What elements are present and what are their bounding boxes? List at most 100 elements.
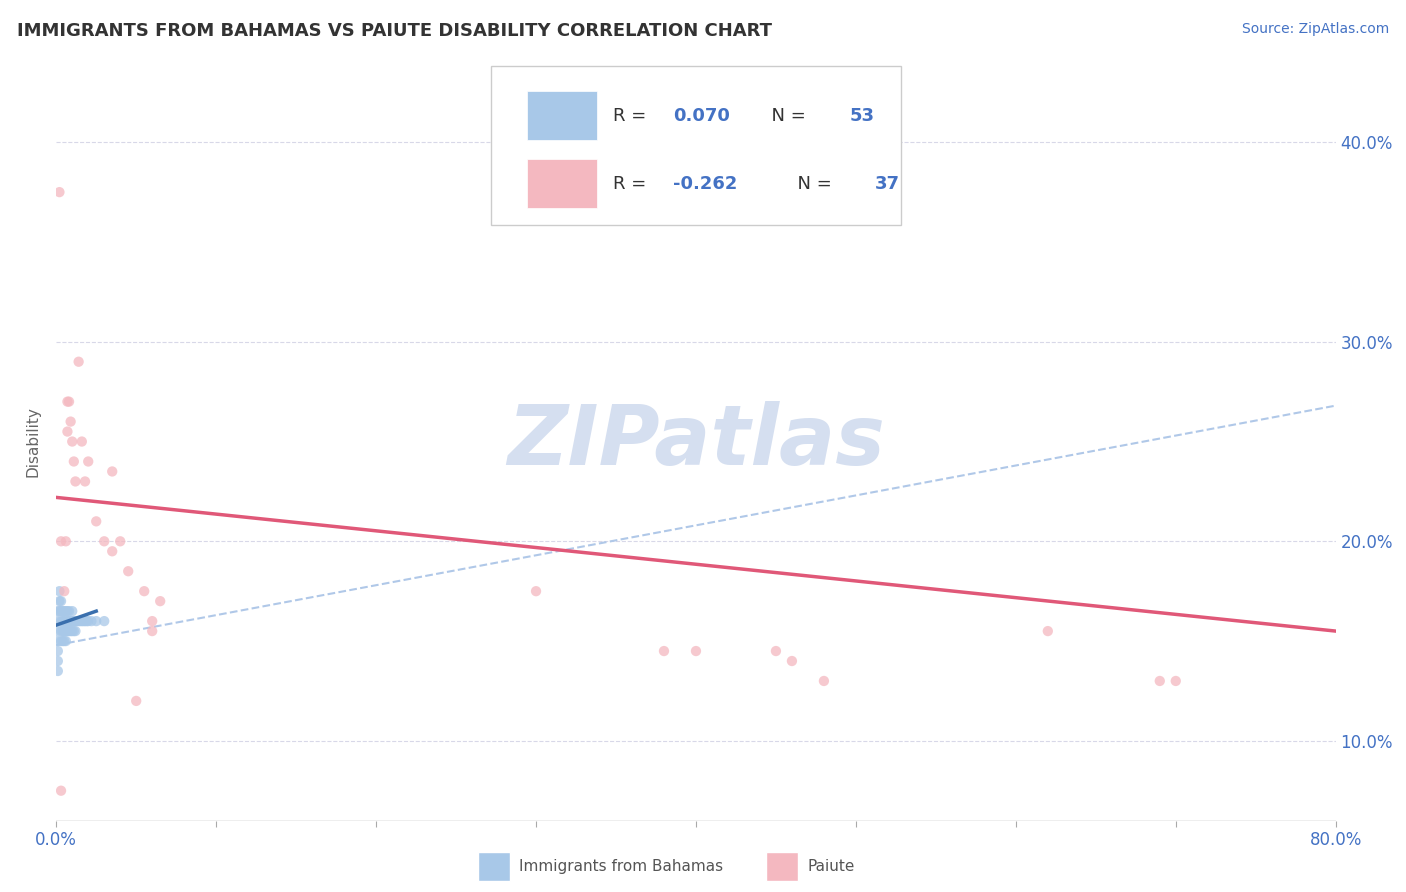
Point bbox=[49, 634, 72, 648]
Point bbox=[55, 604, 77, 618]
Point bbox=[46, 644, 69, 658]
Point bbox=[84, 514, 107, 528]
Point bbox=[55, 534, 77, 549]
Point bbox=[60, 604, 83, 618]
Point bbox=[80, 614, 103, 628]
Point bbox=[55, 624, 77, 639]
Point bbox=[141, 624, 163, 639]
Point bbox=[63, 454, 86, 468]
Point bbox=[49, 604, 72, 618]
Point bbox=[72, 614, 94, 628]
Point bbox=[55, 614, 77, 628]
Point bbox=[48, 594, 70, 608]
Point bbox=[65, 624, 87, 639]
Point bbox=[70, 434, 93, 449]
Point bbox=[56, 394, 79, 409]
Point bbox=[93, 534, 115, 549]
Point bbox=[65, 614, 87, 628]
Point bbox=[60, 624, 83, 639]
Point bbox=[56, 614, 79, 628]
Point bbox=[73, 614, 96, 628]
Point bbox=[134, 584, 156, 599]
Point bbox=[46, 624, 69, 639]
Point bbox=[56, 624, 79, 639]
Point bbox=[52, 634, 75, 648]
Point bbox=[49, 594, 72, 608]
Point bbox=[53, 634, 76, 648]
Point bbox=[49, 614, 72, 628]
Point bbox=[76, 614, 98, 628]
Point bbox=[813, 673, 835, 688]
Point bbox=[70, 614, 93, 628]
Point bbox=[46, 654, 69, 668]
Text: Source: ZipAtlas.com: Source: ZipAtlas.com bbox=[1241, 22, 1389, 37]
Point bbox=[77, 614, 100, 628]
Point bbox=[765, 644, 787, 658]
Point bbox=[1036, 624, 1059, 639]
Point bbox=[73, 475, 96, 489]
Point bbox=[46, 634, 69, 648]
Point bbox=[55, 634, 77, 648]
Point bbox=[67, 614, 90, 628]
Point bbox=[101, 544, 124, 558]
Text: 53: 53 bbox=[849, 106, 875, 125]
Text: IMMIGRANTS FROM BAHAMAS VS PAIUTE DISABILITY CORRELATION CHART: IMMIGRANTS FROM BAHAMAS VS PAIUTE DISABI… bbox=[17, 22, 772, 40]
Point bbox=[58, 614, 80, 628]
Point bbox=[117, 564, 139, 578]
Point bbox=[49, 534, 72, 549]
Point bbox=[69, 614, 91, 628]
Point bbox=[63, 614, 86, 628]
Point bbox=[110, 534, 132, 549]
Y-axis label: Disability: Disability bbox=[25, 406, 41, 477]
Point bbox=[53, 584, 76, 599]
Text: 0.070: 0.070 bbox=[673, 106, 730, 125]
Point bbox=[77, 454, 100, 468]
Bar bbox=[766, 853, 799, 881]
Point bbox=[685, 644, 707, 658]
Point bbox=[101, 465, 124, 479]
Point bbox=[48, 185, 70, 199]
Point bbox=[52, 614, 75, 628]
Text: N =: N = bbox=[761, 106, 811, 125]
Point bbox=[46, 614, 69, 628]
Point bbox=[125, 694, 148, 708]
Point bbox=[58, 604, 80, 618]
FancyBboxPatch shape bbox=[491, 66, 901, 226]
Point bbox=[48, 584, 70, 599]
Point bbox=[52, 624, 75, 639]
Point bbox=[53, 614, 76, 628]
Point bbox=[49, 624, 72, 639]
Point bbox=[46, 664, 69, 678]
Point bbox=[66, 614, 89, 628]
Point bbox=[59, 624, 82, 639]
Point bbox=[53, 604, 76, 618]
Text: R =: R = bbox=[613, 106, 652, 125]
Point bbox=[652, 644, 675, 658]
Point bbox=[65, 475, 87, 489]
Bar bbox=[527, 91, 598, 140]
Point bbox=[56, 604, 79, 618]
Point bbox=[63, 624, 86, 639]
Point bbox=[1149, 673, 1171, 688]
Point bbox=[84, 614, 107, 628]
Point bbox=[52, 604, 75, 618]
Text: 37: 37 bbox=[875, 175, 900, 193]
Point bbox=[59, 614, 82, 628]
Text: N =: N = bbox=[786, 175, 837, 193]
Point bbox=[46, 604, 69, 618]
Text: ZIPatlas: ZIPatlas bbox=[508, 401, 884, 482]
Text: Paiute: Paiute bbox=[807, 859, 855, 873]
Point bbox=[58, 394, 80, 409]
Text: -0.262: -0.262 bbox=[673, 175, 737, 193]
Point bbox=[141, 614, 163, 628]
Point bbox=[60, 434, 83, 449]
Point bbox=[59, 415, 82, 429]
Point bbox=[524, 584, 547, 599]
Point bbox=[53, 624, 76, 639]
Bar bbox=[527, 159, 598, 209]
Point bbox=[149, 594, 172, 608]
Point bbox=[93, 614, 115, 628]
Point bbox=[60, 614, 83, 628]
Text: Immigrants from Bahamas: Immigrants from Bahamas bbox=[519, 859, 724, 873]
Point bbox=[1164, 673, 1187, 688]
